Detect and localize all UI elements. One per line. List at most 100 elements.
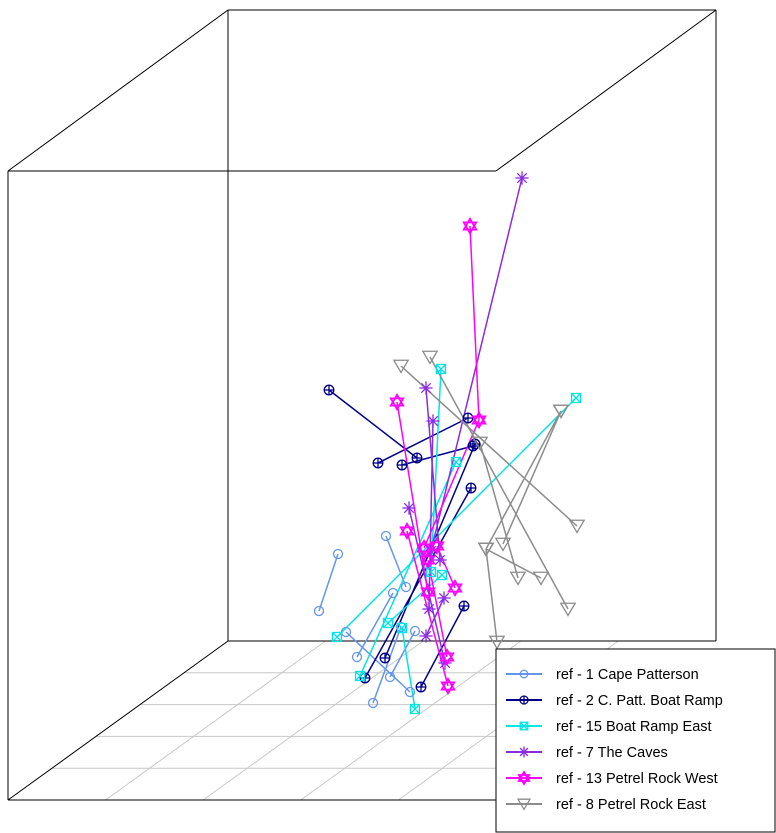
series-segment [377,417,469,464]
point-marker [436,569,448,581]
floor-grid-line [300,640,522,801]
point-marker [447,578,463,598]
point-marker [518,746,530,758]
series-segment [502,410,562,545]
point-marker [389,392,405,412]
series-segment [372,626,402,704]
point-marker [396,622,408,634]
point-marker [367,697,379,709]
point-marker [421,350,439,365]
series-segment [420,605,465,688]
point-marker [392,359,410,374]
legend-box [495,648,776,833]
point-marker [568,519,586,534]
point-marker [380,530,392,542]
floor-grid-line [105,640,326,801]
series-segment [436,545,456,589]
point-marker [419,629,433,643]
point-marker [440,676,456,696]
point-marker [433,553,447,567]
legend-label: ref - 13 Petrel Rock West [556,771,718,787]
point-marker [465,482,477,494]
point-marker [415,681,427,693]
point-marker [409,625,421,637]
point-marker [477,542,495,557]
series-segment [423,419,480,549]
point-marker [419,381,433,395]
point-marker [332,548,344,560]
point-marker [494,537,512,552]
series-segment [336,397,577,638]
legend-label: ref - 1 Cape Patterson [556,667,699,683]
point-marker [382,617,394,629]
point-marker [400,581,412,593]
point-marker [488,635,506,650]
point-marker [519,695,529,705]
series-segment [356,592,394,658]
series-segment [479,442,519,579]
point-marker [439,647,455,667]
series-segment [345,631,411,693]
box-edge [7,9,229,172]
point-marker [409,703,421,715]
floor-grid-line [202,640,424,801]
series-segment [485,548,498,643]
point-marker [509,571,527,586]
floor-grid [52,640,672,801]
point-marker [313,605,325,617]
series-segment [389,630,416,678]
point-marker [379,652,391,664]
point-marker [462,412,474,424]
point-marker [331,631,343,643]
point-marker [458,600,470,612]
point-marker [420,582,436,602]
series-segment [469,225,480,421]
series-markers [313,171,586,715]
point-marker [387,587,399,599]
series-segment [364,487,472,679]
point-marker [559,602,577,617]
point-marker [462,216,478,236]
series-segment [318,553,339,612]
legend-label: ref - 2 C. Patt. Boat Ramp [556,693,723,709]
point-marker [384,671,396,683]
legend-label: ref - 15 Boat Ramp East [556,719,712,735]
series-segment [485,410,562,550]
point-marker [416,538,432,558]
axes-box [7,9,717,801]
legend-label: ref - 8 Petrel Rock East [556,797,706,813]
point-marker [396,459,408,471]
point-marker [422,602,436,616]
point-marker [323,384,335,396]
series-segment [328,389,418,459]
point-marker [519,669,529,679]
point-marker [515,171,529,185]
point-marker [532,571,550,586]
point-marker [426,414,440,428]
point-marker [471,410,487,430]
series-segment [428,420,434,610]
series-segment [485,548,542,579]
point-marker [354,670,366,682]
series-segment [385,535,407,588]
point-marker [471,436,489,451]
series-lines [318,177,578,710]
box-edge [7,640,229,801]
point-marker [429,536,445,556]
point-marker [399,521,415,541]
legend: ref - 1 Cape Patterson ref - 2 C. Patt. B… [495,648,776,833]
point-marker [351,651,363,663]
point-marker [570,392,582,404]
point-marker [404,686,416,698]
box-edge [495,9,717,172]
series-segment [429,356,569,610]
series-segment [425,597,445,637]
point-marker [450,456,462,468]
point-marker [411,452,423,464]
point-marker [519,721,529,731]
point-marker [552,404,570,419]
point-marker [435,363,447,375]
point-marker [402,501,416,515]
series-segment [430,368,442,573]
